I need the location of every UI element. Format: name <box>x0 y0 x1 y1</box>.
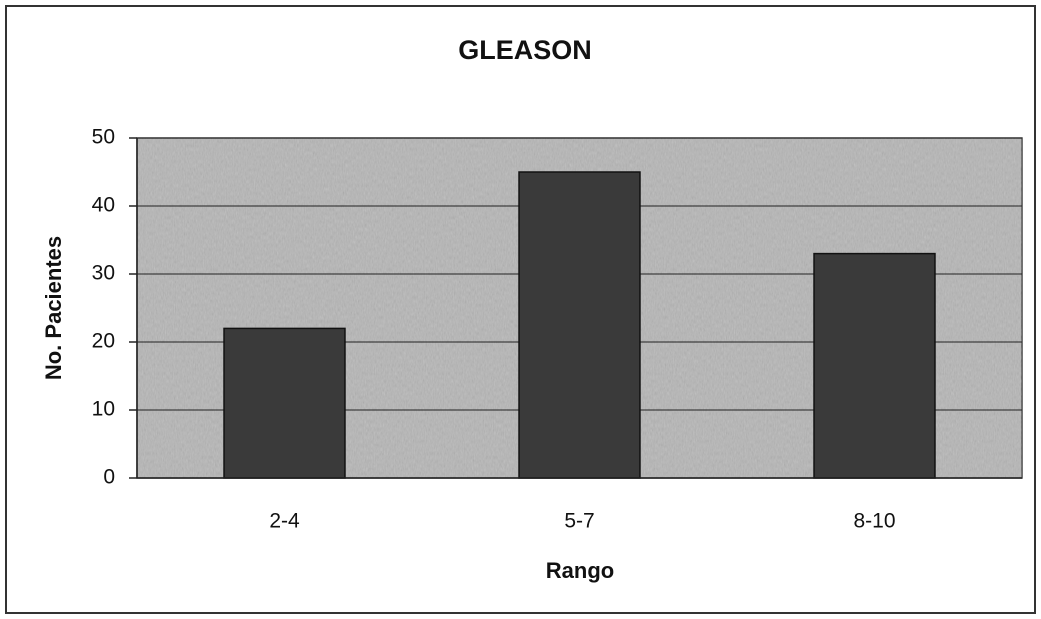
y-tick-label: 20 <box>92 330 115 353</box>
y-tick-label: 0 <box>103 466 115 489</box>
x-tick-label: 8-10 <box>853 510 895 533</box>
bar <box>813 252 936 479</box>
y-tick-label: 10 <box>92 398 115 421</box>
bar <box>518 171 641 479</box>
y-axis-title: No. Pacientes <box>41 236 66 380</box>
x-tick-label: 5-7 <box>564 510 594 533</box>
x-tick-label: 2-4 <box>269 510 300 533</box>
y-tick-label: 50 <box>92 126 115 149</box>
x-axis-title: Rango <box>546 558 614 583</box>
y-tick-label: 30 <box>92 262 115 285</box>
y-tick-label: 40 <box>92 194 115 217</box>
chart-title: GLEASON <box>458 35 592 65</box>
bar <box>223 327 346 479</box>
